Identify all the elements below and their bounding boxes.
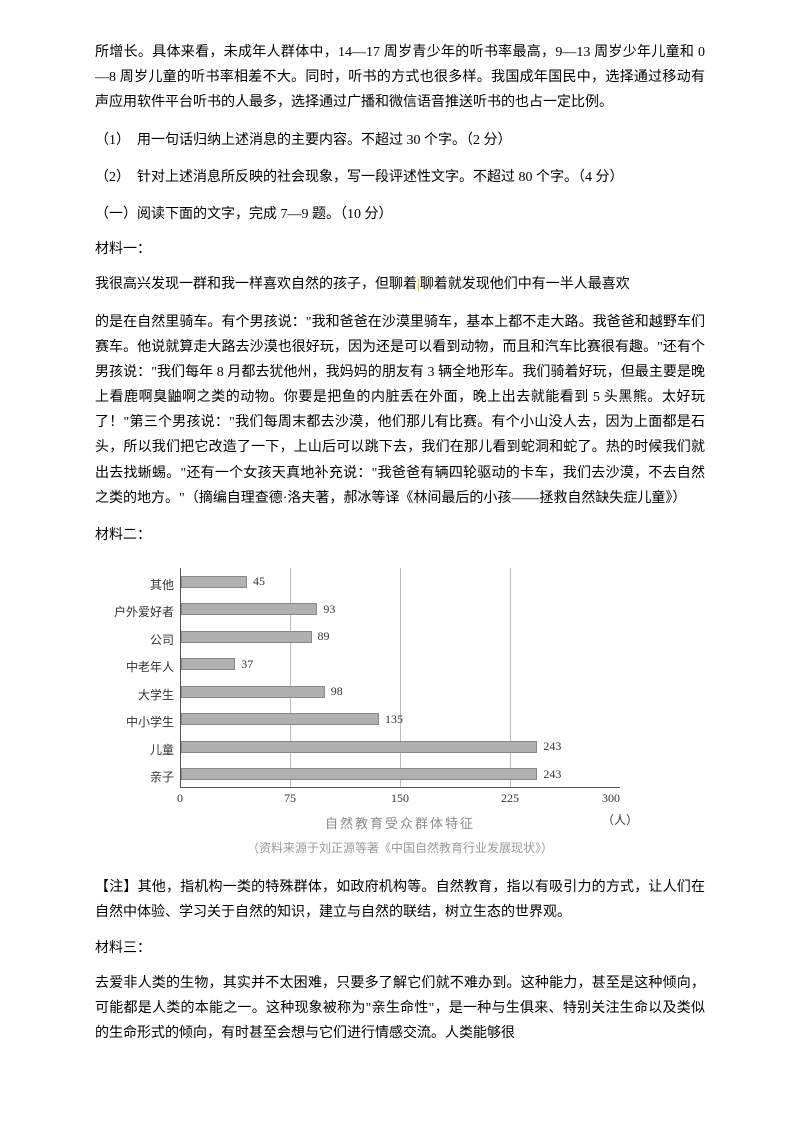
chart-bar-value: 135 [385,709,403,731]
chart-bar-value: 243 [543,736,561,758]
chart-x-tick: 0 [177,788,183,810]
chart-bar-value: 243 [543,764,561,786]
chart-bar-row: 93 [181,602,335,616]
chart-x-tick: 300（人） [602,788,638,831]
text-before-cursor: 我很高兴发现一群和我一样喜欢自然的孩子，但聊着 [95,277,417,292]
question-1: （1） 用一句话归纳上述消息的主要内容。不超过 30 个字。（2 分） [95,128,705,153]
chart-bar [181,713,379,725]
chart-bar-value: 37 [241,654,253,676]
chart-bar [181,631,312,643]
chart-bar-row: 135 [181,712,403,726]
chart-bar [181,658,235,670]
chart-note: 【注】其他，指机构一类的特殊群体，如政府机构等。自然教育，指以有吸引力的方式，让… [95,875,705,925]
chart-bar-value: 98 [331,681,343,703]
chart-y-label: 大学生 [104,685,174,707]
chart-x-axis: 075150225300（人） [180,788,620,806]
material-1-para-1: 我很高兴发现一群和我一样喜欢自然的孩子，但聊着|聊着就发现他们中有一半人最喜欢 [95,272,705,297]
chart-y-label: 户外爱好者 [104,602,174,624]
question-2: （2） 针对上述消息所反映的社会现象，写一段评述性文字。不超过 80 个字。（4… [95,165,705,190]
chart-y-label: 中小学生 [104,712,174,734]
chart-bar [181,603,317,615]
chart-bar-value: 89 [318,626,330,648]
chart-bar-value: 93 [323,599,335,621]
chart-bar-row: 37 [181,657,253,671]
chart-source: （资料来源于刘正源等著《中国自然教育行业发展现状》） [180,838,620,860]
chart-y-label: 儿童 [104,740,174,762]
chart-x-tick: 150 [391,788,409,810]
chart-plot-area: 其他45户外爱好者93公司89中老年人37大学生98中小学生135儿童243亲子… [180,568,620,788]
chart-y-label: 公司 [104,630,174,652]
material-3-para-1: 去爱非人类的生物，其实并不太困难，只要多了解它们就不难办到。这种能力，甚至是这种… [95,971,705,1047]
material-1-para-2: 的是在自然里骑车。有个男孩说："我和爸爸在沙漠里骑车，基本上都不走大路。我爸爸和… [95,310,705,512]
chart-bar [181,576,247,588]
bar-chart: 其他45户外爱好者93公司89中老年人37大学生98中小学生135儿童243亲子… [170,558,630,865]
text-after-cursor: 聊着就发现他们中有一半人最喜欢 [420,277,630,292]
chart-bar-row: 98 [181,685,343,699]
chart-bar [181,686,325,698]
chart-y-label: 亲子 [104,767,174,789]
material-1-title: 材料一： [95,237,705,262]
chart-bar-value: 45 [253,571,265,593]
chart-y-label: 中老年人 [104,657,174,679]
material-2-title: 材料二： [95,523,705,548]
chart-bar-row: 89 [181,630,330,644]
chart-title: 自然教育受众群体特征 [180,812,620,835]
section-heading: （一）阅读下面的文字，完成 7—9 题。（10 分） [95,202,705,227]
chart-x-tick: 225 [501,788,519,810]
chart-bar-row: 243 [181,767,561,781]
chart-bar-row: 45 [181,575,265,589]
chart-bar [181,741,537,753]
intro-paragraph: 所增长。具体来看，未成年人群体中，14—17 周岁青少年的听书率最高，9—13 … [95,40,705,116]
material-3-title: 材料三： [95,936,705,961]
chart-bar [181,768,537,780]
chart-y-label: 其他 [104,575,174,597]
chart-bar-row: 243 [181,740,561,754]
chart-x-tick: 75 [284,788,296,810]
